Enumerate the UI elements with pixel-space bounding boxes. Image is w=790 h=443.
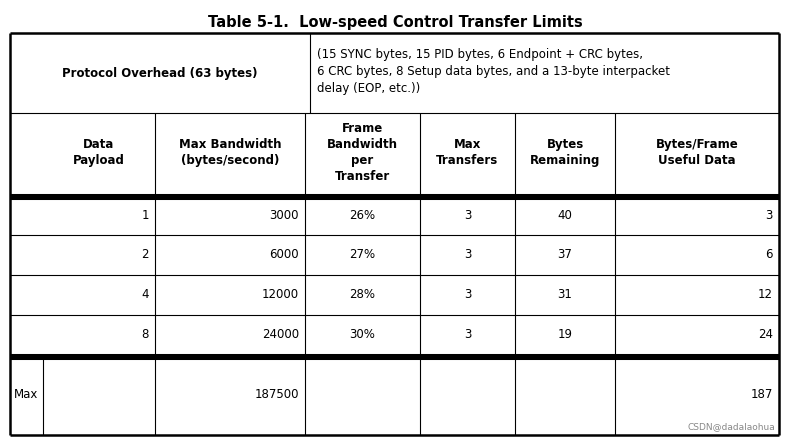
Text: 27%: 27%: [349, 249, 375, 261]
Text: 12000: 12000: [261, 288, 299, 302]
Text: 1: 1: [141, 209, 149, 222]
Text: 26%: 26%: [349, 209, 375, 222]
Text: 6: 6: [766, 249, 773, 261]
Text: CSDN@dadalaohua: CSDN@dadalaohua: [687, 422, 775, 431]
Text: Max: Max: [14, 389, 39, 401]
Text: 24: 24: [758, 329, 773, 342]
Text: 4: 4: [141, 288, 149, 302]
Text: Max Bandwidth
(bytes/second): Max Bandwidth (bytes/second): [179, 137, 281, 167]
Text: 6000: 6000: [269, 249, 299, 261]
Text: 3: 3: [464, 209, 471, 222]
Text: 3000: 3000: [269, 209, 299, 222]
Text: Max
Transfers: Max Transfers: [436, 137, 498, 167]
Text: 187: 187: [750, 389, 773, 401]
Text: 3: 3: [464, 329, 471, 342]
Text: 24000: 24000: [261, 329, 299, 342]
Text: Bytes/Frame
Useful Data: Bytes/Frame Useful Data: [656, 137, 739, 167]
Text: 28%: 28%: [349, 288, 375, 302]
Text: Data
Payload: Data Payload: [73, 137, 125, 167]
Text: 3: 3: [766, 209, 773, 222]
Text: Frame
Bandwidth
per
Transfer: Frame Bandwidth per Transfer: [327, 121, 398, 183]
Text: 19: 19: [558, 329, 573, 342]
Text: Table 5-1.  Low-speed Control Transfer Limits: Table 5-1. Low-speed Control Transfer Li…: [208, 15, 582, 30]
Text: 40: 40: [558, 209, 573, 222]
Text: 3: 3: [464, 249, 471, 261]
Text: 3: 3: [464, 288, 471, 302]
Text: 8: 8: [141, 329, 149, 342]
Text: 37: 37: [558, 249, 573, 261]
Text: 30%: 30%: [349, 329, 375, 342]
Text: 2: 2: [141, 249, 149, 261]
Text: (15 SYNC bytes, 15 PID bytes, 6 Endpoint + CRC bytes,
6 CRC bytes, 8 Setup data : (15 SYNC bytes, 15 PID bytes, 6 Endpoint…: [317, 47, 670, 94]
Text: Bytes
Remaining: Bytes Remaining: [530, 137, 600, 167]
Text: 187500: 187500: [254, 389, 299, 401]
Text: 12: 12: [758, 288, 773, 302]
Text: Protocol Overhead (63 bytes): Protocol Overhead (63 bytes): [62, 66, 258, 79]
Text: 31: 31: [558, 288, 573, 302]
